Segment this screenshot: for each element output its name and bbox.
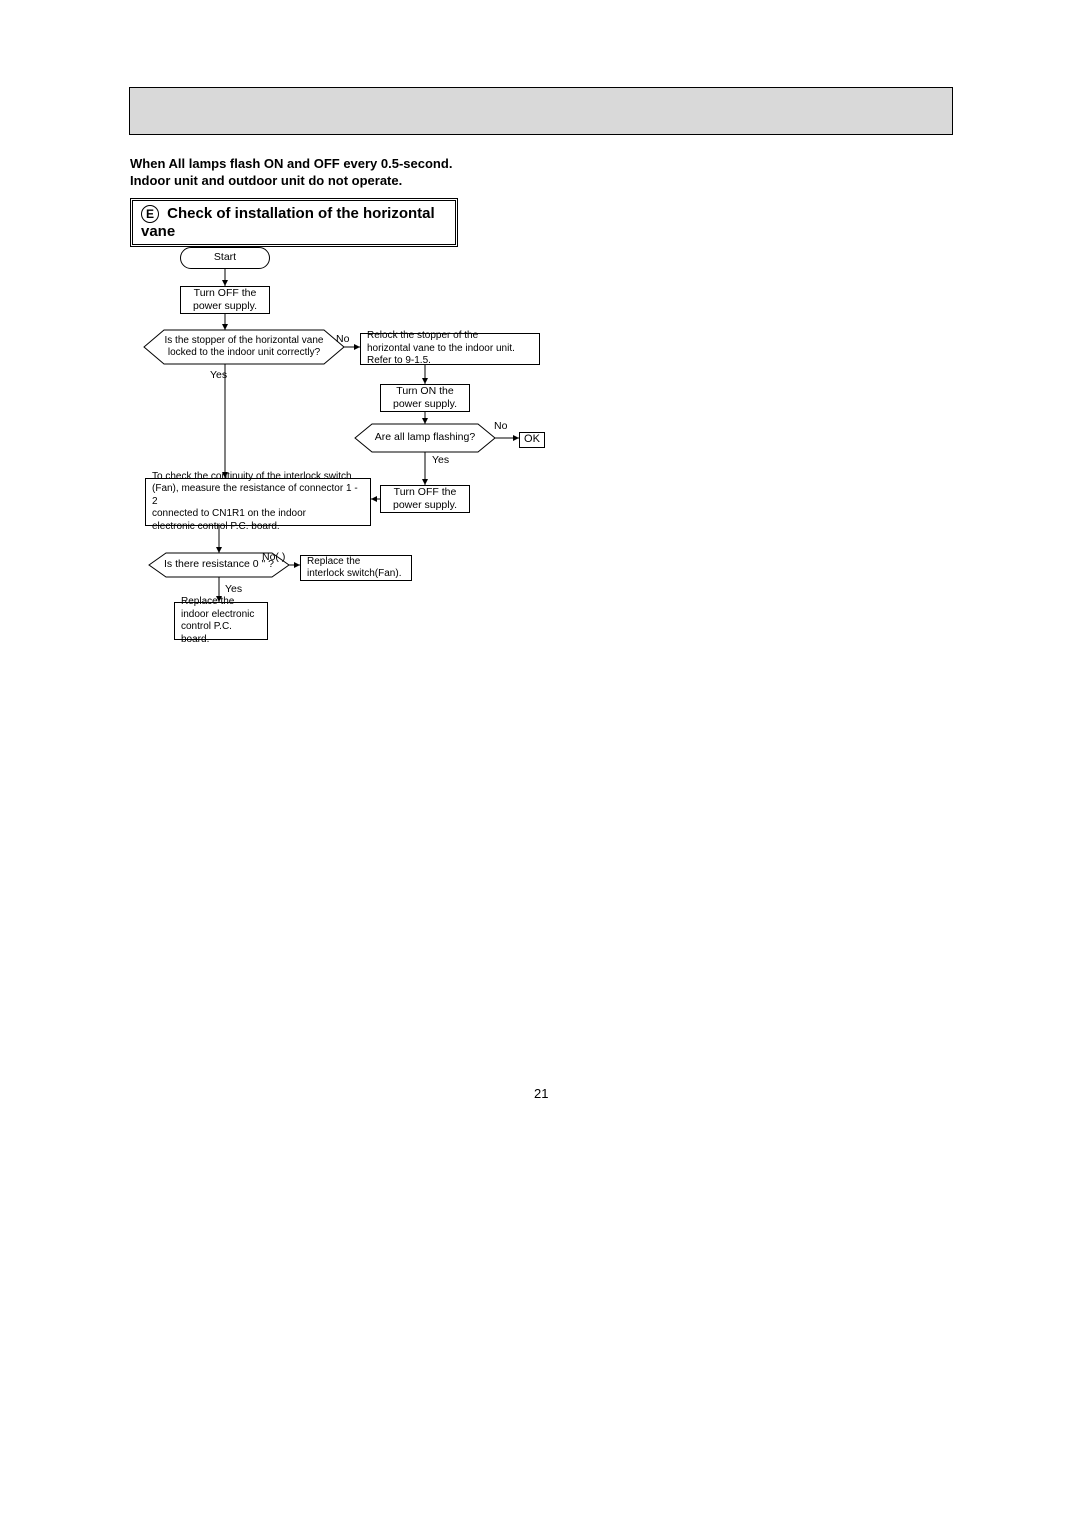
- section-title-text: Check of installation of the horizontal …: [141, 205, 435, 240]
- decision-stopper-text: Is the stopper of the horizontal vane lo…: [160, 334, 328, 360]
- label-no-1: No: [336, 333, 349, 345]
- decision-resistance-label: Is there resistance 0 " ?: [164, 558, 274, 571]
- intro-text: When All lamps flash ON and OFF every 0.…: [130, 156, 452, 190]
- gray-banner: [129, 87, 953, 135]
- node-replace-switch: Replace the interlock switch(Fan).: [300, 555, 412, 581]
- page-number: 21: [534, 1086, 548, 1101]
- node-replace-pcb: Replace the indoor electronic control P.…: [174, 602, 268, 640]
- node-continuity: To check the continuity of the interlock…: [145, 478, 371, 526]
- node-replace-switch-text: Replace the interlock switch(Fan).: [307, 556, 401, 581]
- node-relock-text: Relock the stopper of the horizontal van…: [367, 330, 515, 368]
- node-continuity-text: To check the continuity of the interlock…: [152, 471, 364, 534]
- node-turn-off-2: Turn OFF the power supply.: [380, 485, 470, 513]
- node-relock: Relock the stopper of the horizontal van…: [360, 333, 540, 365]
- label-no-2: No: [494, 420, 507, 432]
- label-yes-1: Yes: [210, 369, 227, 381]
- section-title-box: E Check of installation of the horizonta…: [130, 198, 458, 247]
- label-yes-3: Yes: [225, 583, 242, 595]
- section-letter: E: [141, 205, 159, 223]
- node-start: Start: [180, 247, 270, 269]
- intro-line1: When All lamps flash ON and OFF every 0.…: [130, 156, 452, 171]
- label-yes-2: Yes: [432, 454, 449, 466]
- node-turn-off-2-text: Turn OFF the power supply.: [393, 486, 457, 512]
- label-no-3: No( ): [262, 551, 285, 563]
- decision-flash-label: Are all lamp flashing?: [375, 431, 475, 444]
- page: When All lamps flash ON and OFF every 0.…: [0, 0, 1080, 1531]
- node-replace-pcb-text: Replace the indoor electronic control P.…: [181, 596, 261, 646]
- decision-resistance-text: Is there resistance 0 " ?: [160, 558, 278, 572]
- node-ok-text: OK: [524, 433, 540, 447]
- node-turn-off-1: Turn OFF the power supply.: [180, 286, 270, 314]
- node-turn-on-text: Turn ON the power supply.: [393, 385, 457, 411]
- node-ok: OK: [519, 432, 545, 448]
- node-turn-on: Turn ON the power supply.: [380, 384, 470, 412]
- node-start-text: Start: [214, 251, 236, 264]
- decision-flash-text: Are all lamp flashing?: [365, 430, 485, 446]
- decision-stopper-label: Is the stopper of the horizontal vane lo…: [165, 335, 324, 360]
- node-turn-off-1-text: Turn OFF the power supply.: [193, 287, 257, 313]
- intro-line2: Indoor unit and outdoor unit do not oper…: [130, 173, 402, 188]
